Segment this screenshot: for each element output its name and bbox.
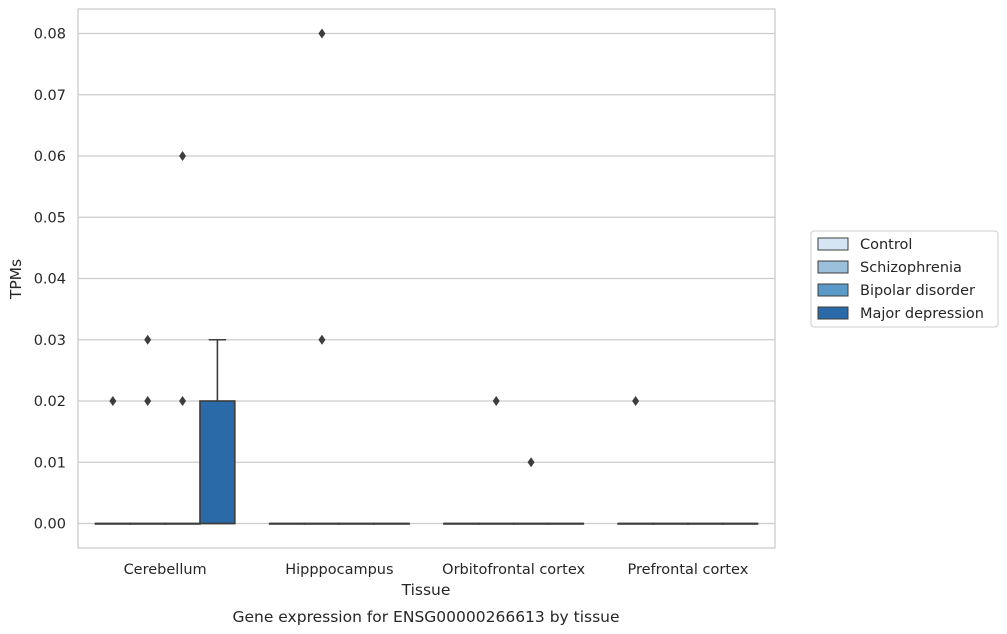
outlier-point bbox=[318, 334, 326, 345]
x-axis-ticks: Cerebellum Hipppocampus Orbitofrontal cort… bbox=[124, 562, 749, 578]
plot-frame bbox=[77, 8, 776, 549]
outlier-point bbox=[179, 151, 187, 161]
x-tick-label: Cerebellum bbox=[124, 562, 207, 578]
legend: Control Schizophrenia Bipolar disorder Majo… bbox=[810, 230, 999, 328]
x-tick-label: Prefrontal cortex bbox=[627, 562, 748, 578]
y-tick-label: 0.08 bbox=[34, 27, 66, 43]
chart-caption: Gene expression for ENSG00000266613 by t… bbox=[232, 608, 619, 626]
box-0-1 bbox=[268, 522, 306, 525]
x-tick-label: Orbitofrontal cortex bbox=[442, 562, 585, 578]
box-3-0 bbox=[199, 338, 236, 525]
x-tick-label: Hipppocampus bbox=[285, 562, 393, 578]
box-2-0 bbox=[164, 151, 201, 525]
box-2-2 bbox=[512, 457, 550, 525]
box-3-1 bbox=[373, 522, 410, 525]
box-2-1 bbox=[338, 522, 376, 525]
outlier-point bbox=[492, 396, 500, 406]
y-tick-label: 0.07 bbox=[34, 88, 66, 104]
legend-swatch bbox=[817, 237, 849, 251]
y-tick-label: 0.01 bbox=[34, 455, 66, 471]
outlier-point bbox=[144, 396, 152, 406]
legend-label: Major depression bbox=[860, 306, 984, 322]
outlier-point bbox=[109, 396, 117, 406]
box-2-3 bbox=[687, 522, 724, 525]
box-0-2 bbox=[443, 522, 480, 525]
y-tick-label: 0.02 bbox=[34, 394, 66, 410]
legend-swatch bbox=[817, 283, 849, 297]
y-tick-label: 0.05 bbox=[34, 210, 66, 226]
legend-label: Bipolar disorder bbox=[860, 283, 975, 299]
legend-label: Schizophrenia bbox=[860, 260, 962, 276]
y-axis-label: TPMs bbox=[7, 259, 25, 300]
box-0-3 bbox=[617, 396, 654, 525]
box-body bbox=[199, 400, 236, 525]
outlier-point bbox=[144, 334, 152, 345]
y-tick-label: 0.03 bbox=[34, 333, 66, 349]
y-tick-label: 0.00 bbox=[34, 517, 66, 533]
x-axis-label: Tissue bbox=[401, 581, 451, 599]
outlier-point bbox=[179, 396, 187, 406]
box-1-1 bbox=[303, 28, 341, 525]
y-axis-ticks: 0.00 0.01 0.02 0.03 0.04 0.05 0.06 0.07 0.08 bbox=[34, 27, 66, 533]
box-0-0 bbox=[94, 396, 132, 525]
gridlines bbox=[78, 32, 775, 525]
outlier-point bbox=[632, 396, 640, 406]
box-1-0 bbox=[129, 334, 166, 525]
legend-swatch bbox=[817, 260, 849, 274]
box-3-2 bbox=[547, 522, 585, 525]
plot-marks bbox=[94, 28, 759, 525]
outlier-point bbox=[527, 457, 535, 468]
legend-label: Control bbox=[860, 237, 912, 253]
box-3-3 bbox=[721, 522, 759, 525]
legend-frame bbox=[810, 230, 999, 328]
box-1-2 bbox=[477, 396, 515, 525]
legend-swatch bbox=[817, 306, 849, 320]
y-tick-label: 0.04 bbox=[34, 272, 66, 288]
y-tick-label: 0.06 bbox=[34, 149, 66, 165]
box-1-3 bbox=[652, 522, 689, 525]
outlier-point bbox=[318, 28, 326, 39]
